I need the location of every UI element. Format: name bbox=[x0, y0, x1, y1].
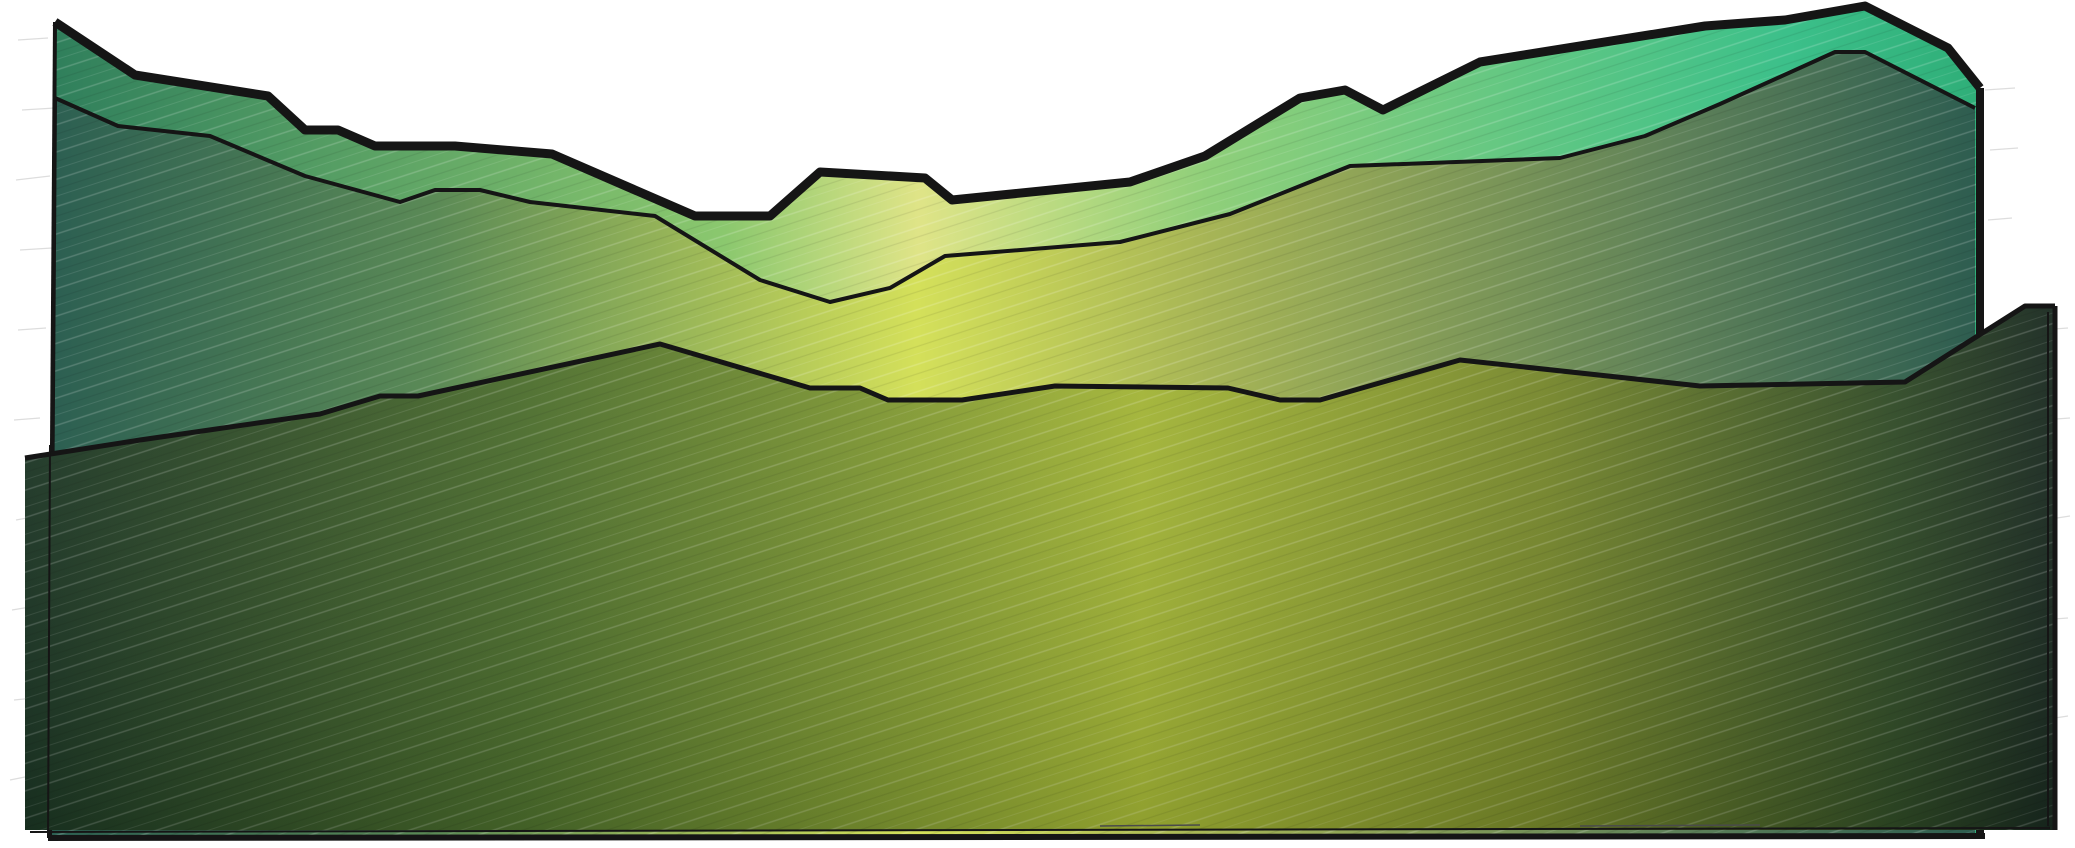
front-ridge bbox=[24, 303, 2058, 830]
left-edge-outline bbox=[47, 21, 57, 839]
ground-baseline bbox=[29, 824, 2051, 841]
